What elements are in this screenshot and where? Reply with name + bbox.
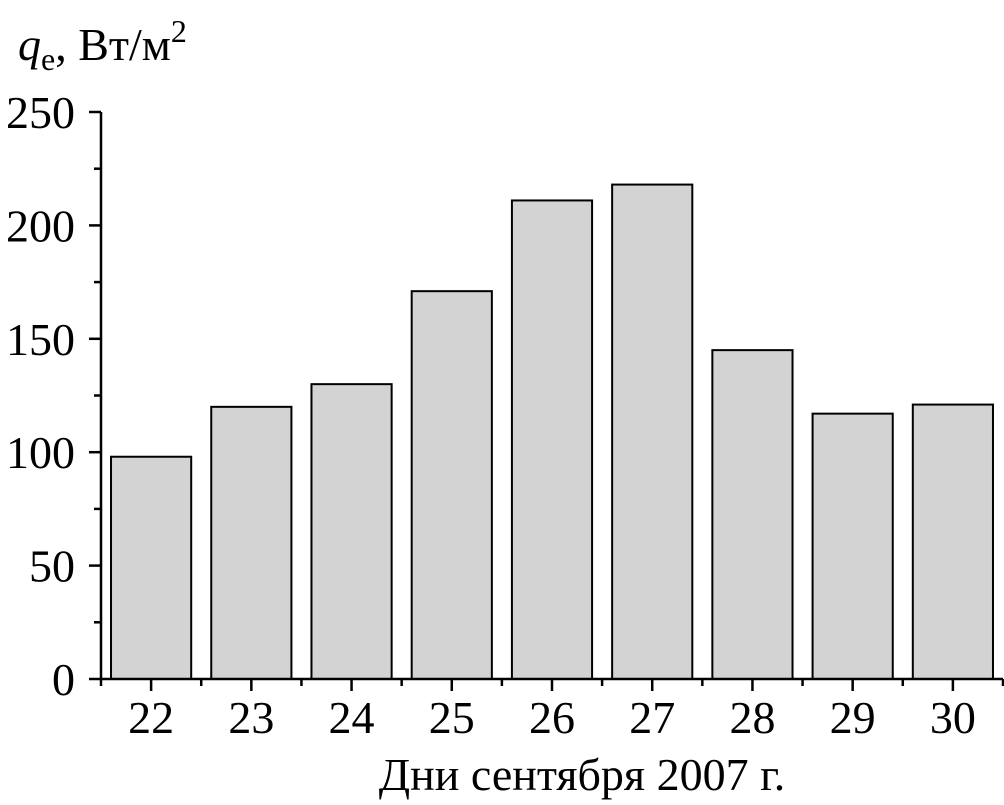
- y-tick-label-100: 100: [6, 427, 75, 478]
- y-tick-label-250: 250: [6, 87, 75, 138]
- bar-27: [611, 183, 694, 681]
- x-tick-label-29: 29: [830, 692, 876, 743]
- y-tick-label-150: 150: [6, 314, 75, 365]
- x-tick-label-23: 23: [228, 692, 274, 743]
- x-tick-label-27: 27: [629, 692, 675, 743]
- bar-30: [911, 403, 994, 680]
- bar-29: [811, 412, 894, 680]
- x-tick-label-24: 24: [329, 692, 375, 743]
- x-tick-label-22: 22: [128, 692, 174, 743]
- x-tick-label-28: 28: [729, 692, 775, 743]
- bars-group: [110, 183, 994, 681]
- y-axis-label-unit: , Вт/м: [55, 19, 171, 70]
- y-axis-label-superscript: 2: [171, 13, 187, 49]
- y-axis-label-symbol: q: [18, 19, 41, 70]
- y-tick-label-200: 200: [6, 200, 75, 251]
- bar-24: [310, 383, 393, 680]
- y-ticks-group: 0 50 100 150 200 250: [6, 87, 101, 705]
- bar-22: [110, 455, 193, 680]
- x-tick-label-25: 25: [429, 692, 475, 743]
- y-tick-label-50: 50: [29, 541, 75, 592]
- bar-25: [410, 290, 493, 680]
- x-axis-title: Дни сентября 2007 г.: [379, 749, 786, 800]
- x-tick-label-26: 26: [529, 692, 575, 743]
- bar-23: [210, 405, 293, 680]
- x-tick-label-30: 30: [930, 692, 976, 743]
- bar-28: [711, 349, 794, 680]
- x-ticks-group: 22 23 24 25 26 27 28 29 30: [99, 679, 1004, 743]
- y-axis-label-subscript: e: [41, 41, 55, 77]
- bar-26: [510, 199, 594, 680]
- y-tick-label-0: 0: [52, 654, 75, 705]
- y-axis-label: qe, Вт/м2: [18, 13, 187, 77]
